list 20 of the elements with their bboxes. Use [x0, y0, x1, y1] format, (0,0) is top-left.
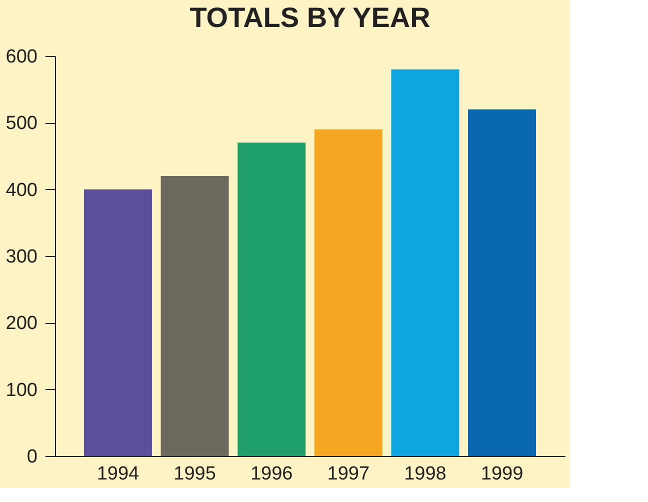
- y-tick-label: 200: [6, 313, 38, 334]
- x-tick-label: 1999: [480, 464, 524, 484]
- bar: [314, 129, 382, 456]
- x-tick-label: 1998: [404, 464, 446, 484]
- y-tick-label: 500: [6, 113, 38, 134]
- x-tick-label: 1994: [96, 464, 140, 484]
- x-tick-label: 1996: [250, 464, 293, 484]
- bar: [238, 142, 306, 456]
- bar: [160, 176, 229, 456]
- y-tick-label: 400: [6, 180, 38, 201]
- bar: [84, 189, 152, 456]
- y-tick-label: 0: [26, 446, 38, 468]
- y-tick-label: 300: [6, 246, 38, 268]
- y-tick-label: 600: [6, 46, 38, 68]
- x-tick-label: 1995: [174, 464, 216, 484]
- bar: [391, 69, 460, 456]
- chart-title: TOTALS BY YEAR: [190, 2, 430, 33]
- bar: [468, 109, 536, 456]
- y-tick-label: 100: [6, 380, 38, 401]
- x-tick-label: 1997: [327, 464, 370, 484]
